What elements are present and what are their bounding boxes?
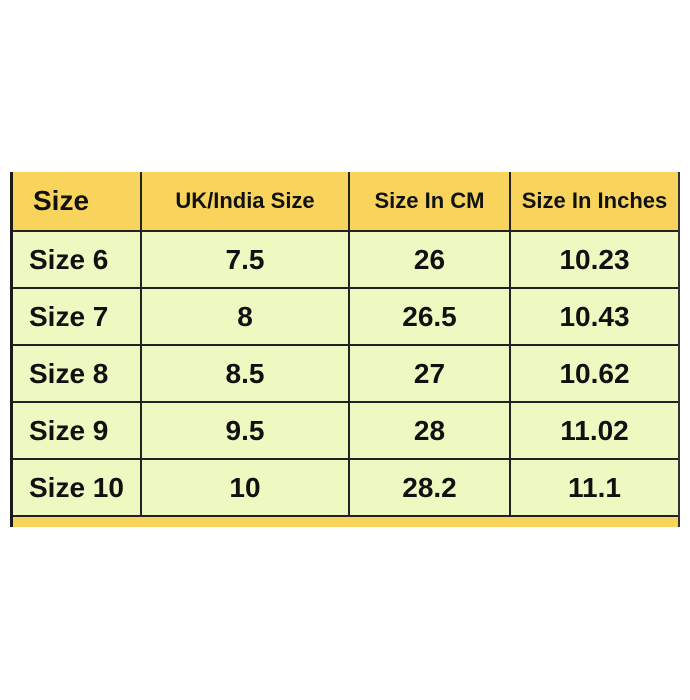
table-cell: 10 (140, 460, 348, 515)
table-cell: 9.5 (140, 403, 348, 458)
table-cell: Size 7 (29, 300, 109, 332)
header-cell: Size In CM (348, 172, 509, 230)
table-cell: 8.5 (140, 346, 348, 401)
size-chart-table: Size UK/India Size Size In CM Size In In… (10, 172, 680, 527)
table-cell: 26 (348, 232, 509, 287)
table-row: Size 7 8 26.5 10.43 (13, 287, 678, 344)
table-cell: 28 (348, 403, 509, 458)
header-cell: Size (33, 185, 90, 216)
table-cell: Size 10 (29, 471, 124, 503)
table-cell: Size 9 (29, 414, 109, 446)
table-cell: 11.02 (509, 403, 678, 458)
table-cell: 10.23 (509, 232, 678, 287)
header-row: Size UK/India Size Size In CM Size In In… (13, 172, 678, 230)
header-cell: UK/India Size (140, 172, 348, 230)
table-cell: Size 6 (29, 243, 109, 275)
table-cell: 10.43 (509, 289, 678, 344)
table-row: Size 8 8.5 27 10.62 (13, 344, 678, 401)
table-row: Size 10 10 28.2 11.1 (13, 458, 678, 515)
table-cell: Size 8 (29, 357, 109, 389)
table-cell: 27 (348, 346, 509, 401)
table-cell: 8 (140, 289, 348, 344)
footer-bar (13, 515, 678, 527)
header-cell: Size In Inches (509, 172, 678, 230)
table-cell: 26.5 (348, 289, 509, 344)
table-cell: 7.5 (140, 232, 348, 287)
table-cell: 28.2 (348, 460, 509, 515)
table-row: Size 9 9.5 28 11.02 (13, 401, 678, 458)
table-row: Size 6 7.5 26 10.23 (13, 230, 678, 287)
table-cell: 10.62 (509, 346, 678, 401)
table-cell: 11.1 (509, 460, 678, 515)
